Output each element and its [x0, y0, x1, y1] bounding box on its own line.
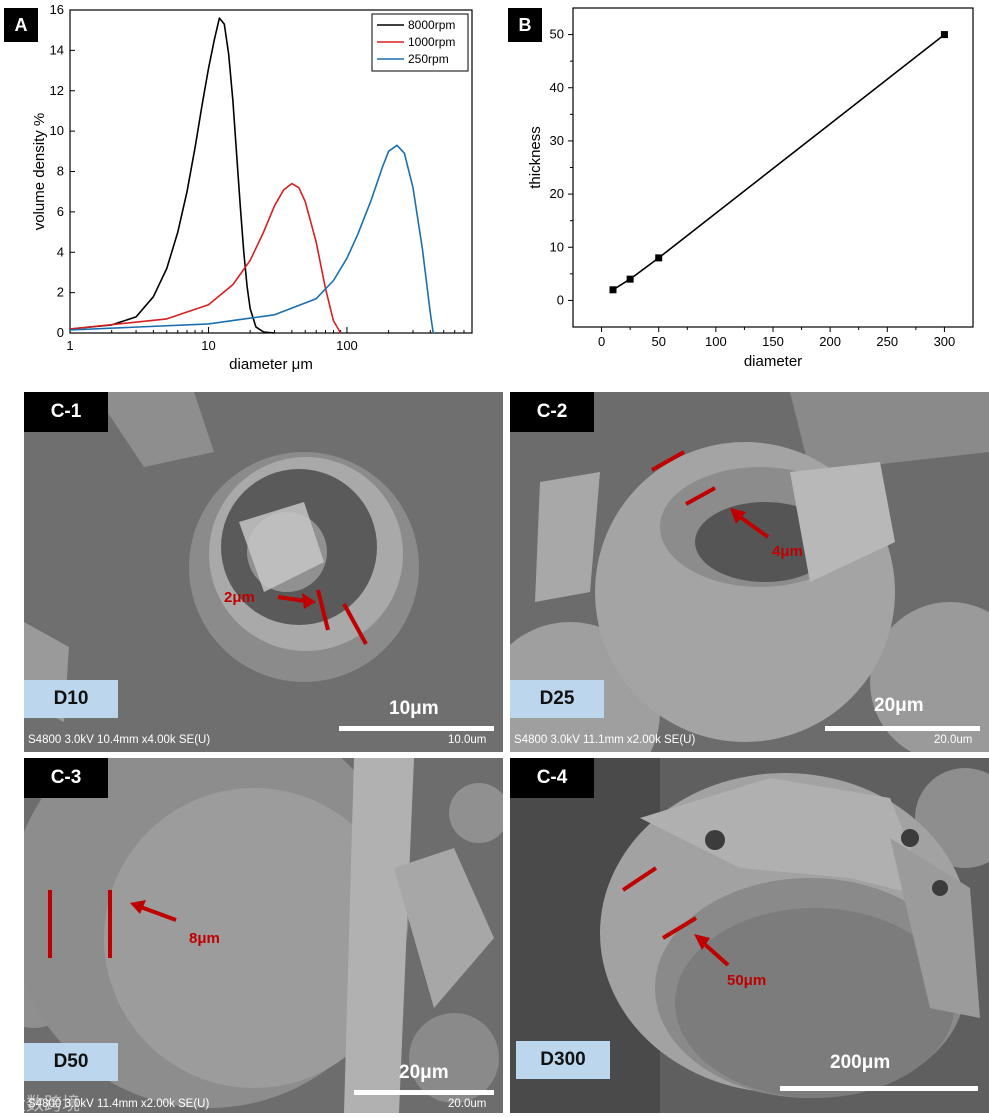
x-tick-label-a: 1 [66, 338, 73, 353]
data-point-marker [609, 286, 617, 294]
scale-label-c2: 20μm [874, 695, 924, 716]
panel-label-a: A [4, 8, 38, 42]
series-line-8000rpm [69, 17, 275, 334]
y-tick-label-a: 2 [57, 285, 64, 300]
sample-tag-c2: D25 [510, 680, 604, 718]
x-tick-label-a: 10 [201, 338, 215, 353]
y-tick-label-b: 30 [550, 133, 564, 148]
scale-label-c1: 10μm [389, 698, 439, 719]
sem-panel-c1: C-1 2μm D10 10μm S4800 3.0kV 10.4mm x4.0… [24, 392, 503, 752]
y-tick-label-b: 40 [550, 80, 564, 95]
data-point-marker [655, 254, 663, 262]
sem-panel-c3: C-3 8μm D50 20μm S4800 3.0kV 11.4mm x2.0… [24, 758, 503, 1113]
data-point-marker [626, 275, 634, 283]
chart-b: 0 10 20 30 40 50 0 50 100 150 200 250 300 diameter thi… [527, 7, 974, 370]
y-tick-label-a: 6 [57, 204, 64, 219]
y-axis-label-b: thickness [527, 126, 544, 189]
sample-tag-c1: D10 [24, 680, 118, 718]
instrument-info-c2: S4800 3.0kV 11.1mm x2.00k SE(U) [514, 734, 696, 746]
legend-label-8000rpm: 8000rpm [408, 18, 455, 32]
x-tick-label-b: 50 [651, 334, 665, 349]
y-tick-label-a: 14 [50, 42, 64, 57]
watermark: 大数跨境 [8, 1094, 80, 1115]
x-tick-label-b: 300 [934, 334, 956, 349]
panel-label-b: B [508, 8, 542, 42]
sem-image-c4 [510, 758, 989, 1113]
sem-image-c3 [24, 758, 503, 1113]
thickness-annotation-c2: 4μm [772, 543, 803, 560]
series-line-250rpm [69, 144, 434, 334]
panel-label-c1: C-1 [24, 392, 108, 432]
y-axis-label-a: volume density % [31, 113, 48, 231]
x-tick-label-b: 100 [705, 334, 727, 349]
y-tick-label-a: 4 [57, 244, 64, 259]
info-scale-c1: 10.0um [448, 734, 487, 746]
legend-label-250rpm: 250rpm [408, 52, 449, 66]
thickness-annotation-c3: 8μm [189, 930, 220, 947]
sample-tag-c3: D50 [24, 1043, 118, 1081]
scale-bar-c3 [354, 1090, 494, 1095]
series-line-thickness [612, 33, 945, 291]
chart-a: 0 2 4 6 8 10 12 14 16 1 10 100 diameter μm volume den… [31, 2, 473, 373]
x-tick-label-b: 200 [819, 334, 841, 349]
info-scale-c3: 20.0um [448, 1098, 487, 1110]
sem-panel-c2: C-2 4μm D25 20μm S4800 3.0kV 11.1mm x2.0… [510, 392, 989, 752]
data-point-marker [940, 31, 948, 39]
y-tick-label-a: 12 [50, 83, 64, 98]
info-scale-c2: 20.0um [934, 734, 973, 746]
panel-label-c3: C-3 [24, 758, 108, 798]
y-tick-label-b: 10 [550, 239, 564, 254]
y-tick-label-b: 20 [550, 186, 564, 201]
x-tick-label-b: 0 [598, 334, 605, 349]
instrument-info-c3: S4800 3.0kV 11.4mm x2.00k SE(U) [28, 1098, 210, 1110]
panel-label-c2: C-2 [510, 392, 594, 432]
x-tick-label-a: 100 [336, 338, 358, 353]
instrument-info-c1: S4800 3.0kV 10.4mm x4.00k SE(U) [28, 734, 211, 746]
y-tick-label-a: 16 [50, 2, 64, 17]
sem-panel-c4: C-4 50μm D300 200μm [510, 758, 989, 1113]
thickness-annotation-c1: 2μm [224, 589, 255, 606]
thickness-annotation-c4: 50μm [727, 972, 767, 989]
x-tick-label-b: 250 [876, 334, 898, 349]
scale-bar-c2 [825, 726, 980, 731]
panel-label-c4: C-4 [510, 758, 594, 798]
legend-label-1000rpm: 1000rpm [408, 35, 455, 49]
y-tick-label-a: 10 [50, 123, 64, 138]
y-tick-label-b: 50 [550, 27, 564, 42]
x-tick-label-b: 150 [762, 334, 784, 349]
scale-label-c4: 200μm [830, 1052, 891, 1073]
y-tick-label-a: 0 [57, 325, 64, 340]
series-line-1000rpm [69, 182, 342, 334]
scale-bar-c1 [339, 726, 494, 731]
scale-bar-c4 [780, 1086, 978, 1091]
x-axis-label-a: diameter μm [229, 356, 313, 373]
x-axis-label-b: diameter [744, 353, 802, 370]
y-tick-label-b: 0 [557, 292, 564, 307]
scale-label-c3: 20μm [399, 1062, 449, 1083]
sample-tag-c4: D300 [516, 1041, 610, 1079]
y-tick-label-a: 8 [57, 164, 64, 179]
